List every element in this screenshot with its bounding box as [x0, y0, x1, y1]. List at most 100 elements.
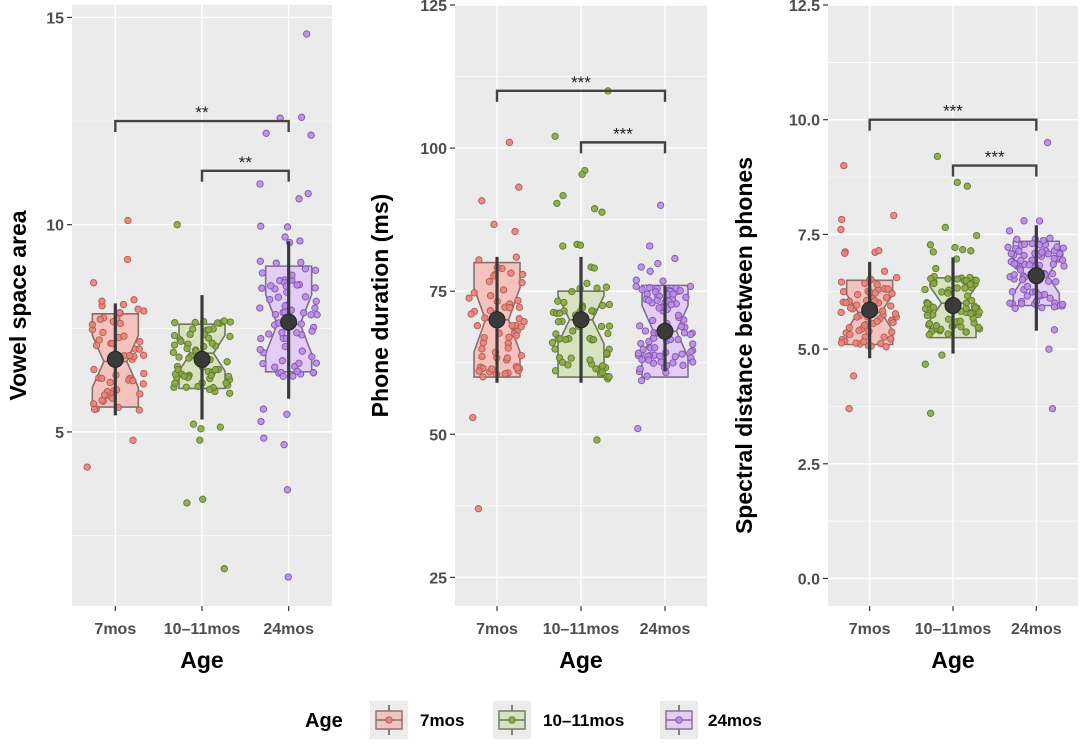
- data-point: [891, 310, 900, 318]
- mean-point: [572, 311, 590, 329]
- data-point: [879, 307, 887, 315]
- data-point: [1050, 326, 1059, 334]
- data-point: [944, 289, 952, 297]
- data-point: [88, 321, 97, 329]
- data-point: [486, 292, 495, 300]
- box-group: [83, 216, 148, 471]
- y-tick-label: 50: [429, 427, 447, 444]
- data-point: [274, 293, 283, 301]
- data-point: [478, 352, 486, 361]
- data-point: [605, 322, 614, 330]
- data-point: [511, 227, 519, 236]
- data-point: [841, 249, 849, 257]
- data-point: [267, 282, 275, 290]
- data-point: [687, 348, 695, 356]
- mean-point: [106, 350, 124, 368]
- data-point: [1056, 249, 1064, 258]
- data-point: [689, 358, 697, 366]
- data-point: [1048, 405, 1057, 413]
- significance-label: ***: [571, 73, 591, 92]
- x-tick-label: 10–11mos: [543, 621, 620, 638]
- data-point: [300, 309, 308, 317]
- data-point: [593, 284, 601, 292]
- data-point: [576, 241, 585, 249]
- data-point: [860, 338, 868, 346]
- data-point: [646, 242, 654, 250]
- data-point: [220, 317, 228, 325]
- data-point: [301, 265, 310, 273]
- data-point: [474, 505, 483, 513]
- data-point: [556, 309, 564, 317]
- data-point: [592, 365, 600, 373]
- data-point: [646, 284, 654, 292]
- data-point: [1048, 270, 1057, 278]
- data-point: [308, 353, 316, 361]
- data-point: [605, 300, 614, 309]
- y-tick-label: 100: [420, 141, 447, 158]
- data-point: [972, 276, 980, 284]
- legend-key-point: [508, 716, 516, 724]
- data-point: [654, 259, 662, 268]
- data-point: [519, 270, 527, 279]
- data-point: [667, 300, 676, 309]
- data-point: [518, 279, 526, 287]
- data-point: [556, 335, 564, 343]
- data-point: [941, 223, 949, 232]
- y-tick-label: 125: [420, 0, 447, 15]
- box-group: [837, 161, 901, 413]
- data-point: [649, 316, 657, 325]
- data-point: [1005, 227, 1014, 235]
- data-point: [499, 286, 508, 294]
- data-point: [169, 348, 178, 357]
- data-point: [485, 277, 494, 286]
- data-point: [593, 436, 601, 444]
- legend-key-point: [385, 716, 393, 724]
- data-point: [256, 345, 264, 354]
- data-point: [135, 345, 143, 353]
- box-group: [921, 152, 984, 417]
- y-axis-title: Spectral distance between phones: [731, 157, 757, 534]
- data-point: [279, 372, 287, 380]
- data-point: [120, 332, 128, 340]
- bracket-line: [868, 118, 1038, 131]
- bracket-line: [951, 164, 1038, 177]
- data-point: [875, 247, 883, 255]
- data-point: [1035, 217, 1044, 225]
- data-point: [604, 329, 612, 338]
- data-point: [963, 292, 972, 300]
- data-point: [226, 318, 234, 326]
- data-point: [205, 385, 214, 394]
- data-point: [189, 420, 198, 428]
- data-point: [1052, 278, 1060, 286]
- data-point: [551, 367, 560, 375]
- data-point: [930, 279, 938, 288]
- data-point: [182, 383, 190, 391]
- data-point: [959, 246, 967, 254]
- data-point: [469, 413, 477, 422]
- data-point: [880, 267, 889, 275]
- data-point: [205, 326, 213, 334]
- data-point: [208, 339, 216, 347]
- data-point: [478, 345, 486, 353]
- data-point: [170, 331, 179, 340]
- data-point: [90, 405, 99, 414]
- data-point: [1039, 236, 1047, 245]
- data-point: [892, 274, 901, 282]
- data-point: [512, 331, 520, 340]
- data-point: [1025, 261, 1033, 269]
- data-point: [1045, 345, 1053, 353]
- data-point: [671, 254, 679, 263]
- x-tick-label: 24mos: [263, 621, 314, 638]
- data-point: [669, 359, 677, 367]
- data-point: [220, 565, 228, 573]
- data-point: [588, 307, 596, 315]
- data-point: [256, 257, 264, 265]
- data-point: [551, 345, 559, 353]
- data-point: [953, 275, 962, 283]
- data-point: [877, 339, 885, 348]
- data-point: [283, 410, 291, 418]
- data-point: [183, 499, 191, 507]
- bracket-line: [495, 89, 667, 102]
- legend-label: 7mos: [420, 711, 464, 730]
- data-point: [953, 178, 961, 187]
